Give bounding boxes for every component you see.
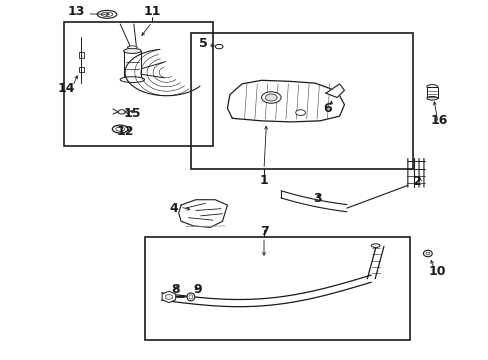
Bar — [64, 22, 212, 146]
Text: 10: 10 — [427, 265, 445, 278]
Ellipse shape — [261, 92, 281, 103]
Text: 9: 9 — [193, 283, 202, 296]
Text: 11: 11 — [143, 5, 160, 18]
Ellipse shape — [265, 94, 277, 101]
Text: 16: 16 — [430, 114, 447, 127]
Ellipse shape — [120, 77, 144, 82]
Bar — [123, 51, 141, 80]
Ellipse shape — [426, 96, 437, 100]
Ellipse shape — [101, 12, 113, 17]
Ellipse shape — [116, 127, 124, 131]
Text: 15: 15 — [123, 107, 141, 120]
Ellipse shape — [425, 252, 429, 255]
Ellipse shape — [97, 10, 117, 18]
Ellipse shape — [215, 44, 223, 49]
Polygon shape — [178, 200, 227, 227]
Ellipse shape — [112, 125, 128, 133]
Text: 7: 7 — [259, 225, 268, 238]
Text: 3: 3 — [313, 192, 321, 205]
Ellipse shape — [188, 295, 192, 299]
Text: 6: 6 — [323, 102, 331, 115]
Text: 8: 8 — [171, 283, 179, 296]
Ellipse shape — [127, 46, 137, 49]
Bar — [79, 67, 83, 72]
Text: 1: 1 — [259, 174, 268, 186]
Text: 12: 12 — [116, 125, 134, 139]
Bar — [190, 33, 412, 169]
Text: 2: 2 — [412, 175, 421, 188]
Bar — [144, 237, 409, 339]
Polygon shape — [325, 84, 344, 98]
Ellipse shape — [370, 244, 379, 247]
Text: 4: 4 — [169, 202, 178, 215]
Polygon shape — [227, 80, 344, 122]
Text: 14: 14 — [58, 82, 75, 95]
Bar — [426, 87, 437, 98]
Ellipse shape — [295, 110, 305, 116]
Ellipse shape — [426, 85, 437, 89]
Ellipse shape — [118, 110, 125, 114]
Text: 5: 5 — [198, 36, 207, 50]
Ellipse shape — [123, 48, 141, 53]
Ellipse shape — [186, 293, 194, 301]
Text: 13: 13 — [67, 5, 85, 18]
Ellipse shape — [423, 250, 431, 257]
Bar — [79, 51, 83, 58]
